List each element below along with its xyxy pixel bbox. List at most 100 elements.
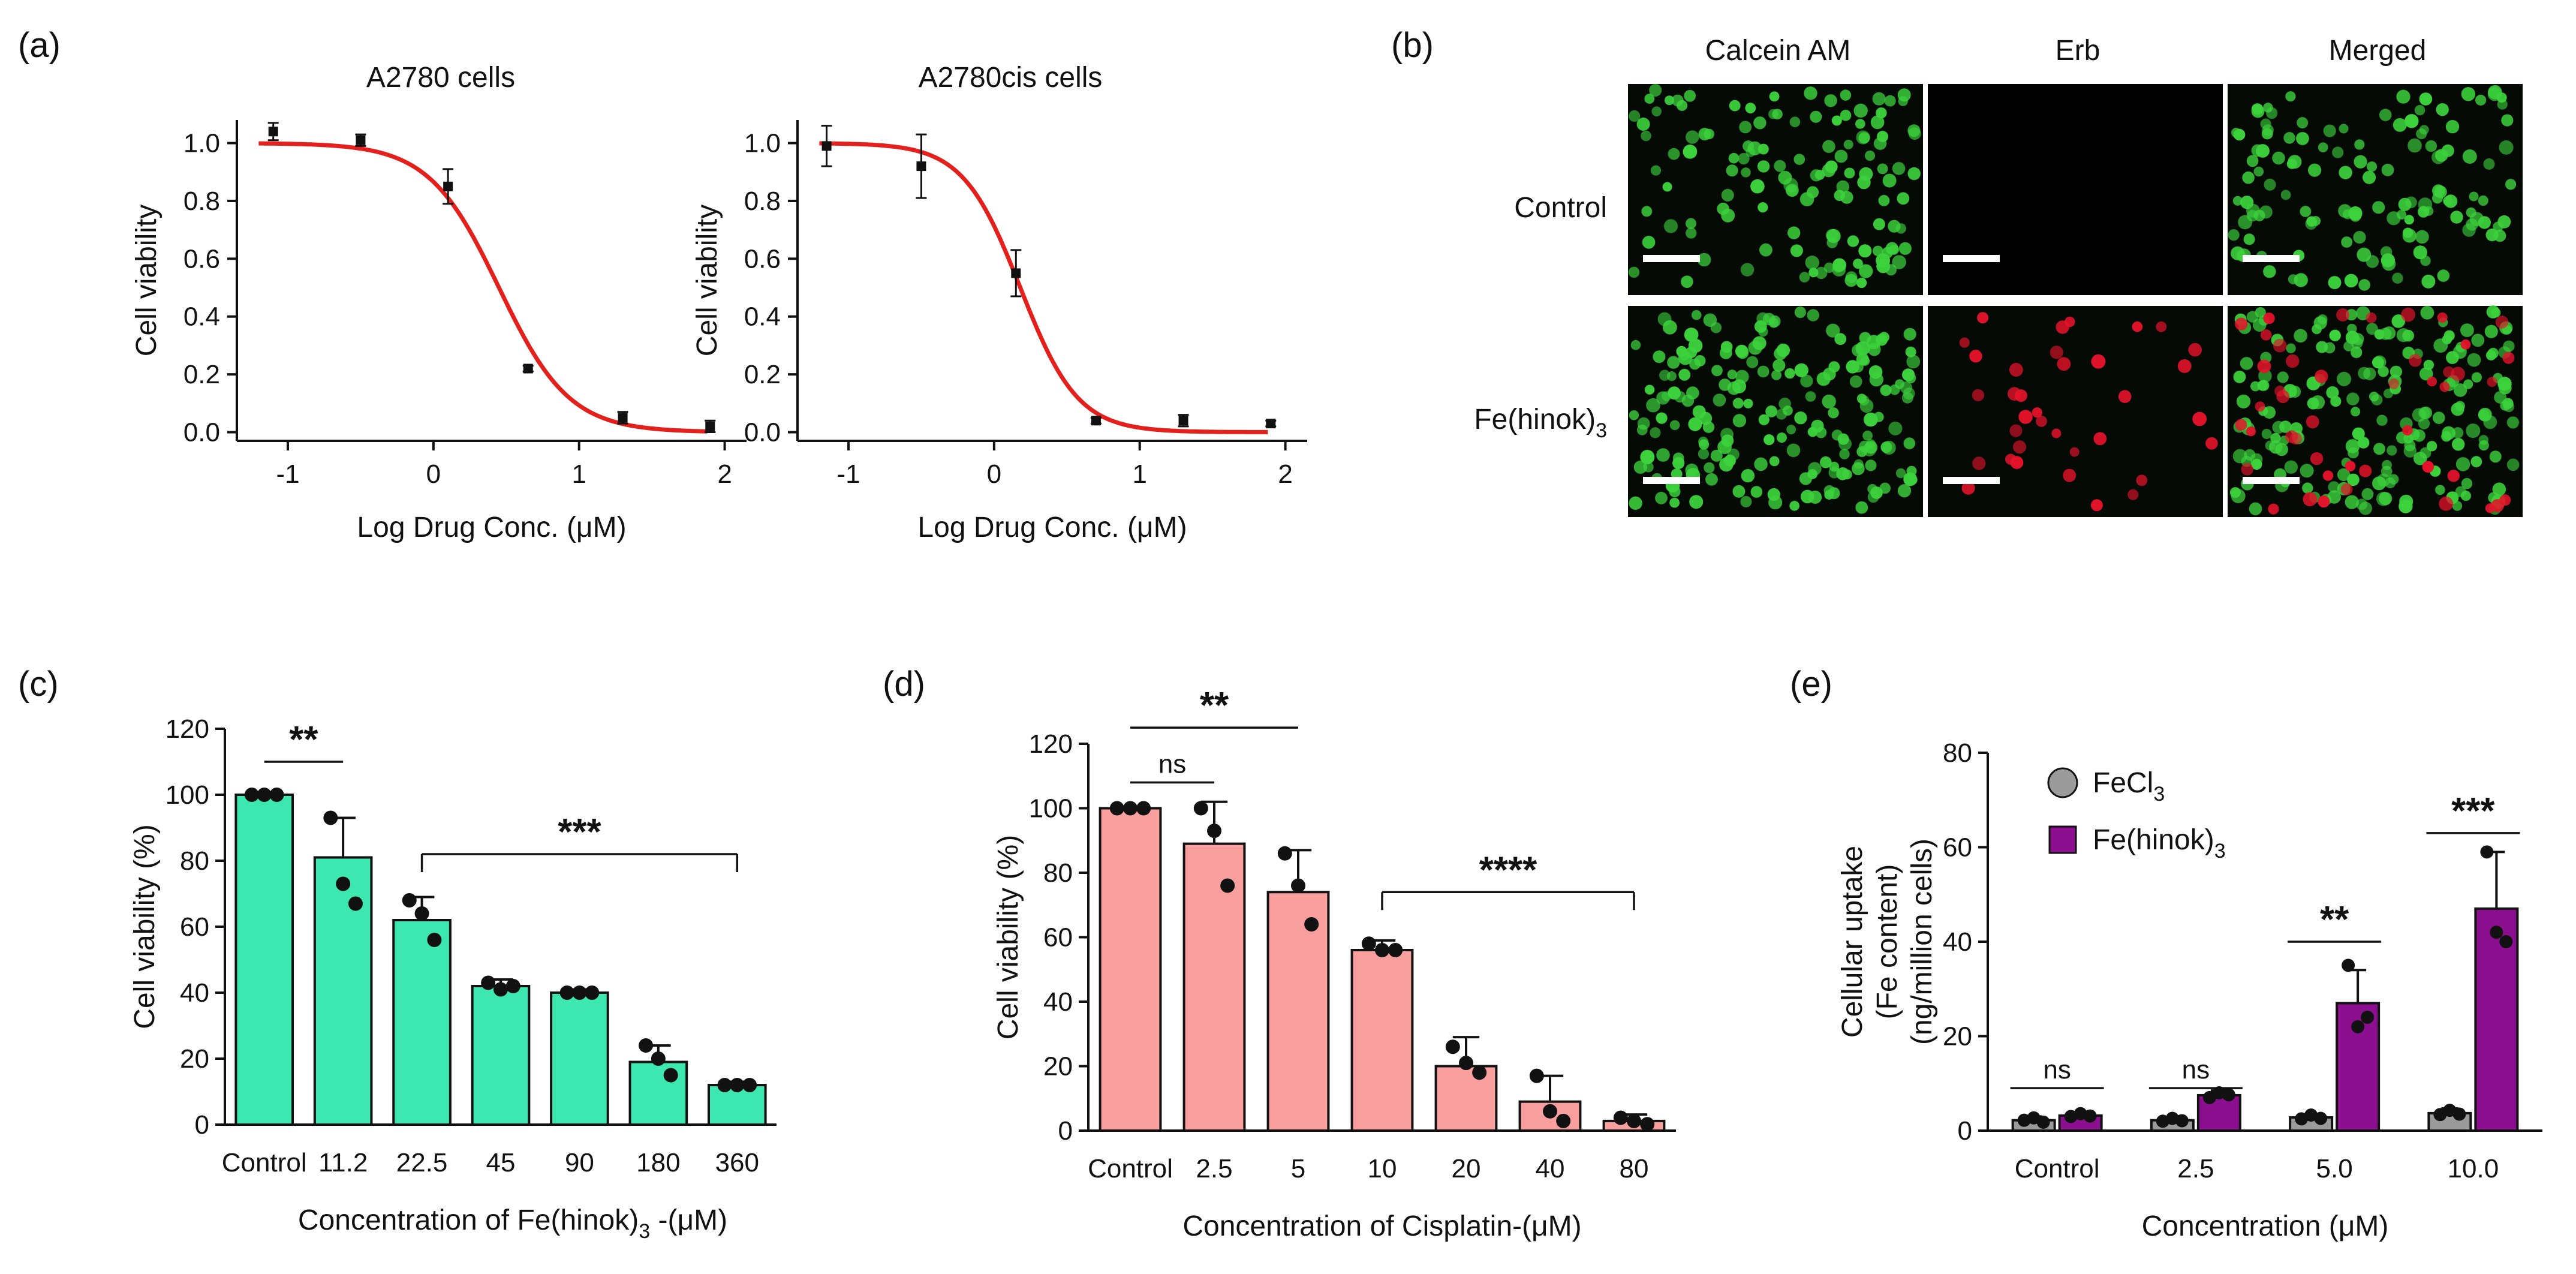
- green-cell: [2494, 391, 2506, 404]
- replicate-point: [257, 788, 272, 802]
- green-cell: [2445, 120, 2460, 134]
- data-point: [268, 127, 278, 137]
- replicate-point: [2351, 1020, 2365, 1033]
- green-cell: [1815, 266, 1828, 280]
- red-cell: [1977, 312, 1989, 324]
- green-cell: [1847, 235, 1859, 247]
- microscopy-grid: [1628, 84, 2523, 517]
- replicate-point: [717, 1078, 732, 1092]
- green-cell: [1686, 227, 1697, 239]
- green-cell: [1686, 218, 1696, 229]
- y-tick-label: 80: [1043, 858, 1073, 888]
- red-cell: [2276, 390, 2290, 404]
- green-cell: [1663, 219, 1678, 233]
- x-axis-title: Concentration of Fe(hinok)3 -(μM): [298, 1204, 727, 1243]
- red-cell: [2177, 359, 2192, 373]
- green-cell: [2242, 171, 2255, 184]
- green-cell: [1789, 116, 1801, 128]
- data-point: [1011, 268, 1021, 278]
- green-cell: [1831, 115, 1842, 126]
- green-cell: [2414, 105, 2425, 116]
- green-cell: [2352, 333, 2364, 345]
- green-cell: [1650, 427, 1661, 438]
- replicate-point: [2361, 1011, 2375, 1024]
- green-cell: [2343, 341, 2354, 351]
- data-point: [356, 135, 366, 145]
- green-cell: [2310, 216, 2321, 226]
- green-cell: [2358, 279, 2370, 291]
- green-cell: [2462, 149, 2477, 164]
- red-cell: [2051, 428, 2062, 438]
- green-cell: [2369, 392, 2379, 402]
- red-cell: [1969, 350, 1982, 363]
- replicate-point: [742, 1078, 757, 1092]
- panel-label-a: (a): [18, 26, 61, 65]
- y-tick-label: 80: [1943, 738, 1972, 768]
- scale-bar: [1943, 255, 2000, 262]
- green-cell: [1697, 253, 1711, 267]
- x-tick-label: Control: [222, 1148, 307, 1177]
- red-cell: [2009, 363, 2023, 377]
- green-cell: [2470, 456, 2482, 468]
- red-cell: [2050, 345, 2063, 359]
- red-cell: [2322, 470, 2334, 481]
- replicate-point: [2452, 1107, 2466, 1121]
- significance-label: **: [1200, 685, 1229, 726]
- significance-label: **: [289, 719, 318, 761]
- y-tick-label: 40: [1043, 987, 1073, 1017]
- y-tick-label: 1.0: [744, 129, 781, 158]
- green-cell: [2478, 435, 2489, 445]
- green-cell: [1669, 497, 1680, 508]
- data-point: [821, 141, 832, 151]
- bar: [1350, 949, 1414, 1132]
- green-cell: [1831, 429, 1843, 441]
- green-cell: [1840, 89, 1852, 101]
- micro-row-control: Control: [1514, 192, 1607, 224]
- x-tick-label: 80: [1620, 1154, 1649, 1183]
- green-cell: [1764, 434, 1775, 446]
- green-cell: [2347, 323, 2357, 334]
- red-cell: [1972, 456, 1986, 470]
- replicate-point: [2222, 1088, 2235, 1102]
- green-cell: [2399, 499, 2413, 513]
- y-tick-label: 0: [195, 1110, 209, 1140]
- micro-col-calcein: Calcein AM: [1705, 35, 1851, 67]
- green-cell: [1699, 411, 1713, 425]
- green-cell: [1897, 192, 1910, 205]
- x-tick-label: 5: [1291, 1154, 1305, 1183]
- green-cell: [1762, 313, 1775, 326]
- green-cell: [1710, 449, 1723, 462]
- green-cell: [1868, 365, 1883, 379]
- replicate-point: [1543, 1104, 1557, 1119]
- green-cell: [2426, 441, 2437, 452]
- green-cell: [2338, 204, 2352, 218]
- green-cell: [2437, 269, 2450, 282]
- replicate-point: [2314, 1111, 2328, 1125]
- green-cell: [1853, 459, 1864, 470]
- green-cell: [1726, 164, 1738, 177]
- green-cell: [1855, 119, 1865, 129]
- green-cell: [2388, 474, 2399, 485]
- green-cell: [1895, 223, 1906, 234]
- green-cell: [1808, 490, 1822, 504]
- red-cell: [2127, 489, 2139, 500]
- replicate-point: [1109, 801, 1124, 816]
- green-cell: [1907, 167, 1921, 181]
- red-cell: [2491, 499, 2504, 512]
- x-tick-label: 1: [1132, 459, 1146, 489]
- bar: [1434, 1065, 1498, 1132]
- panel-label-c: (c): [18, 665, 59, 704]
- green-cell: [2433, 411, 2445, 424]
- replicate-point: [269, 788, 284, 802]
- green-cell: [2418, 206, 2430, 218]
- green-cell: [2275, 443, 2288, 456]
- legend-label-main: FeCl: [2093, 767, 2153, 799]
- green-cell: [1846, 360, 1859, 374]
- green-cell: [1794, 363, 1808, 377]
- replicate-point: [1459, 1056, 1473, 1071]
- y-tick-label: 60: [1943, 833, 1972, 863]
- red-cell: [2447, 470, 2460, 482]
- red-cell: [2366, 312, 2377, 323]
- red-cell: [2063, 468, 2077, 482]
- y-tick-label: 0.6: [183, 244, 220, 274]
